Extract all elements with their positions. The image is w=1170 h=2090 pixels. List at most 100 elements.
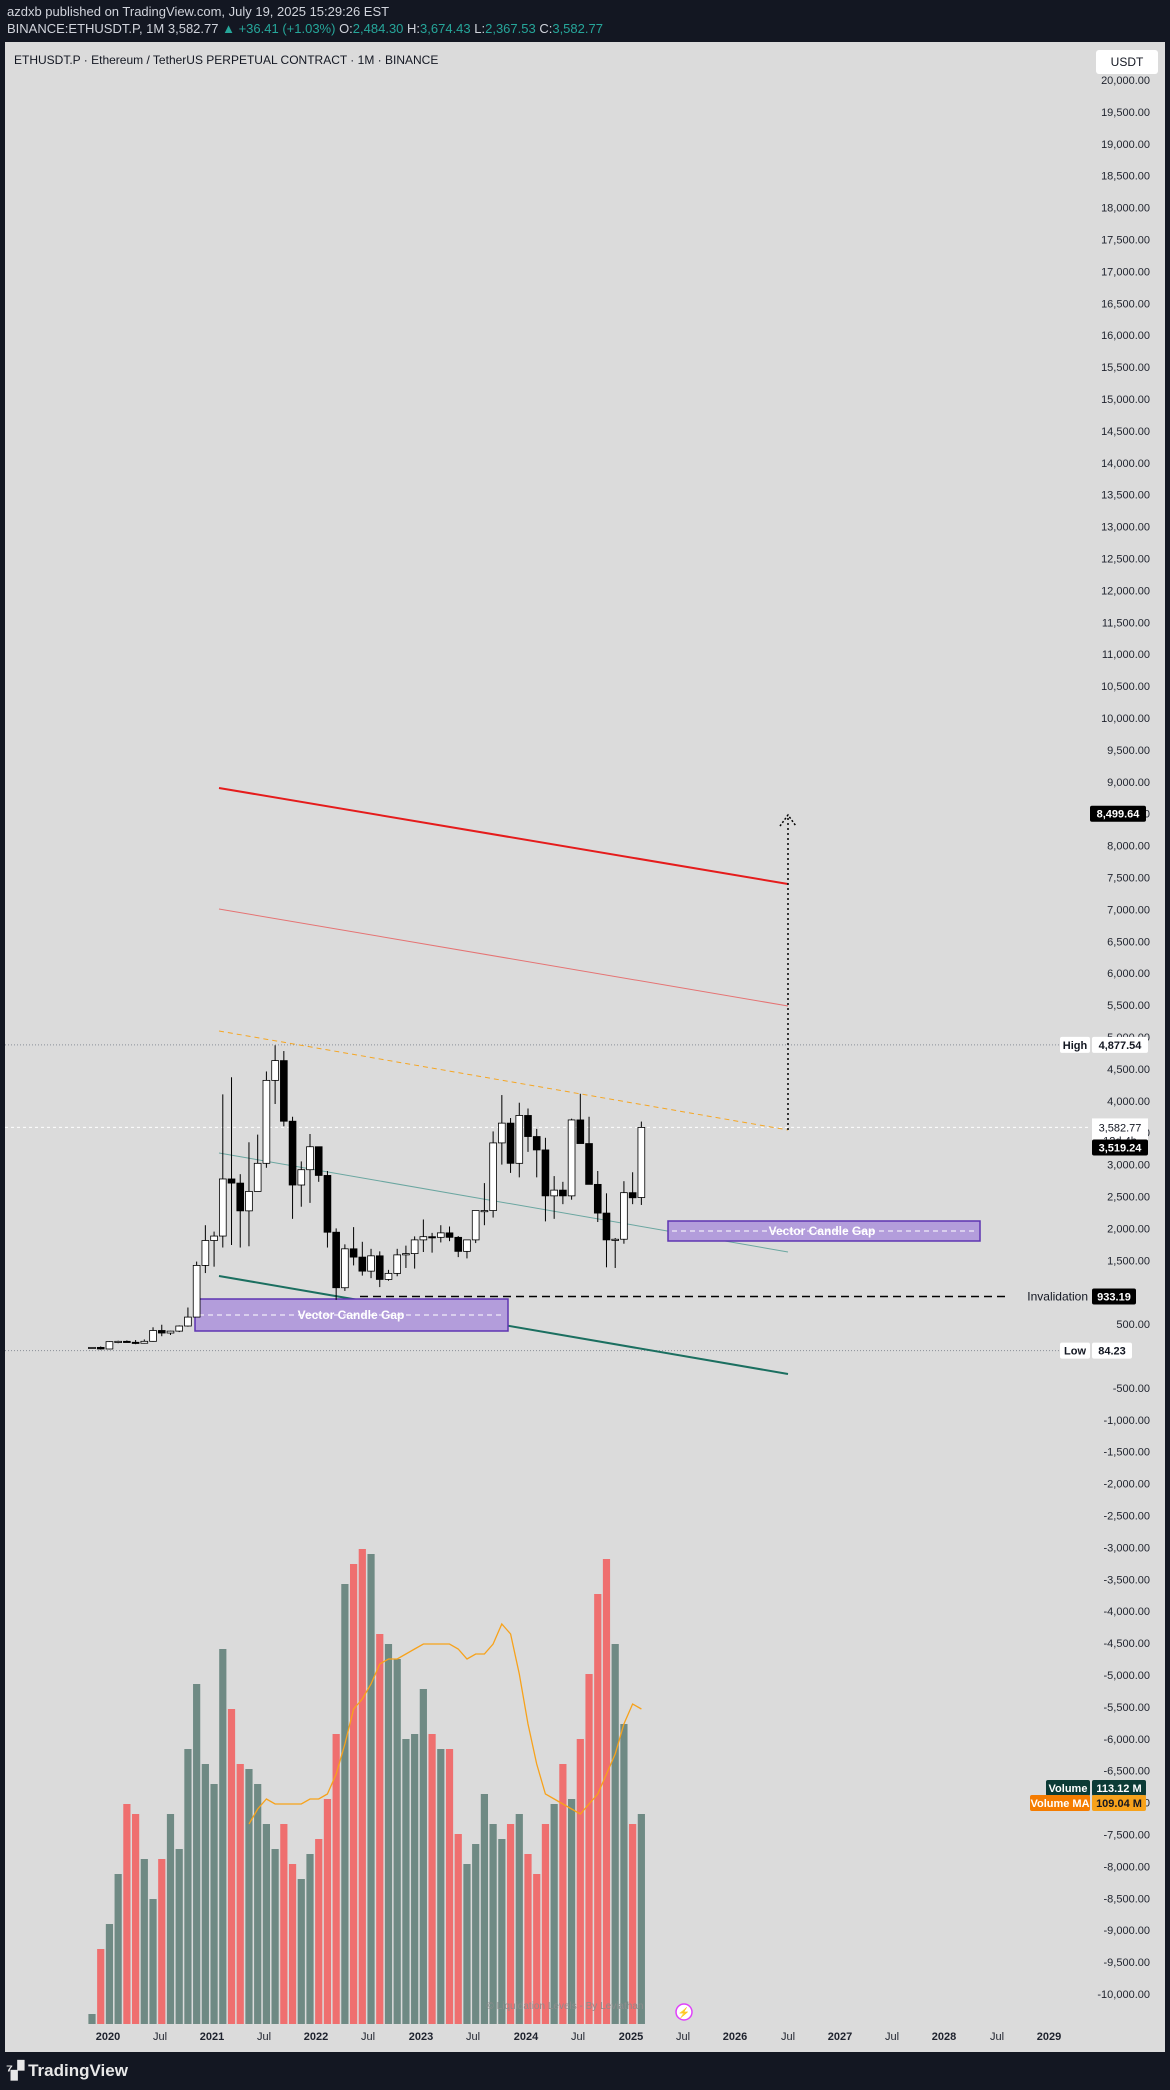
volume-legend-value: 113.12 M (1096, 1783, 1141, 1795)
y-tick-label: 2,000.00 (1107, 1223, 1150, 1235)
volume-bar (227, 1709, 236, 2024)
projection-arrow-head (779, 813, 797, 827)
y-tick-label: 10,500.00 (1101, 681, 1150, 693)
y-tick-label: 2,500.00 (1107, 1192, 1150, 1204)
y-tick-label: -2,000.00 (1104, 1479, 1150, 1491)
y-tick-label: 17,500.00 (1101, 235, 1150, 247)
volume-bar (306, 1854, 314, 2024)
y-tick-label: 4,500.00 (1107, 1064, 1150, 1076)
low-tag-label-bg (1060, 1342, 1090, 1359)
volume-bar (445, 1749, 454, 2024)
candle-body (201, 1240, 210, 1266)
volume-bar (576, 1739, 584, 2024)
low-value: 2,367.53 (485, 21, 536, 36)
y-tick-label: 7,000.00 (1107, 904, 1150, 916)
volume-bar (515, 1814, 523, 2024)
volume-ma-legend-label-bg (1030, 1795, 1090, 1811)
candle-body (306, 1146, 314, 1171)
x-tick-label: Jul (781, 2031, 795, 2043)
candle-body (402, 1253, 410, 1256)
price-change: ▲ +36.41 (+1.03%) (222, 21, 336, 36)
candle-body (454, 1236, 463, 1252)
volume-bar (384, 1644, 393, 2024)
volume-bar (498, 1839, 506, 2024)
invalidation-price-label: 933.19 (1097, 1291, 1131, 1303)
publish-line: azdxb published on TradingView.com, July… (7, 4, 390, 19)
candle-body (611, 1238, 619, 1241)
candle-body (524, 1115, 532, 1137)
high-tag-label: High (1063, 1040, 1088, 1052)
volume-bar (132, 1814, 140, 2024)
y-tick-label: 14,500.00 (1101, 426, 1150, 438)
candle-body (114, 1340, 122, 1343)
volume-bar (550, 1804, 558, 2024)
x-tick-label: Jul (257, 2031, 271, 2043)
currency-button[interactable]: USDT (1096, 50, 1158, 74)
candle-body (602, 1212, 611, 1241)
volume-bar (350, 1564, 358, 2024)
volume-bar (463, 1864, 471, 2024)
ma-price-label-bg (1092, 1139, 1148, 1156)
candle-body (419, 1236, 428, 1241)
last-price-label: 3,582.77 (1099, 1122, 1142, 1134)
gap-label-upper: Vector Candle Gap (769, 1224, 876, 1238)
volume-bar (489, 1824, 497, 2024)
y-tick-label: -4,000.00 (1104, 1606, 1150, 1618)
candle-body (393, 1254, 401, 1274)
vector-candle-gap-upper (667, 1220, 981, 1242)
volume-bar (620, 1724, 628, 2024)
y-tick-label: -3,000.00 (1104, 1542, 1150, 1554)
candle-body (175, 1325, 184, 1332)
y-tick-label: -6,500.00 (1104, 1766, 1150, 1778)
x-tick-label: 2027 (828, 2031, 852, 2043)
x-tick-label: 2021 (200, 2031, 224, 2043)
ma-price-label: 3,519.24 (1099, 1142, 1143, 1154)
volume-bar (594, 1594, 602, 2024)
volume-bar (419, 1689, 427, 2024)
volume-bar (315, 1839, 323, 2024)
volume-bar (602, 1559, 611, 2024)
ohlc-line: BINANCE:ETHUSDT.P, 1M 3,582.77 ▲ +36.41 … (7, 20, 1163, 37)
x-tick-label: Jul (990, 2031, 1004, 2043)
volume-bar (541, 1824, 550, 2024)
volume-bar (280, 1824, 288, 2024)
low-tag-label: Low (1064, 1346, 1086, 1358)
y-tick-label: -500.00 (1113, 1383, 1150, 1395)
candle-body (131, 1341, 140, 1344)
volume-bar (210, 1784, 218, 2024)
x-tick-label: Jul (571, 2031, 585, 2043)
y-tick-label: 12,000.00 (1101, 585, 1150, 597)
invalidation-price-label-bg (1092, 1288, 1136, 1305)
volume-bar (611, 1644, 619, 2024)
volume-bar (193, 1684, 201, 2024)
y-tick-label: -9,000.00 (1104, 1925, 1150, 1937)
candle-body (367, 1255, 375, 1272)
candle-body (332, 1231, 340, 1289)
high-value: 3,674.43 (420, 21, 471, 36)
candle-body (550, 1189, 558, 1197)
candle-body (262, 1079, 271, 1164)
volume-bar (533, 1874, 541, 2024)
y-tick-label: 5,500.00 (1107, 1000, 1150, 1012)
volume-ma-legend-value: 109.04 M (1096, 1798, 1142, 1810)
candle-body (297, 1169, 306, 1186)
candle-body (245, 1190, 253, 1212)
volume-bar (411, 1734, 419, 2024)
x-tick-label: 2022 (304, 2031, 328, 2043)
y-tick-label: 9,500.00 (1107, 745, 1150, 757)
volume-ma-legend-label: Volume MA (1030, 1798, 1089, 1810)
candle-body (271, 1060, 279, 1081)
y-tick-label: -6,000.00 (1104, 1734, 1150, 1746)
y-tick-label: -4,500.00 (1104, 1638, 1150, 1650)
candle-body (253, 1162, 262, 1192)
x-tick-label: 2023 (409, 2031, 433, 2043)
volume-bar (262, 1824, 270, 2024)
y-tick-label: -3,500.00 (1104, 1574, 1150, 1586)
y-tick-label: -10,000.00 (1097, 1989, 1150, 2001)
volume-bar (559, 1764, 567, 2024)
open-value: 2,484.30 (352, 21, 404, 36)
tradingview-icon: ⁷▞ (6, 2061, 24, 2080)
y-tick-label: 12,500.00 (1101, 554, 1150, 566)
ticker: BINANCE:ETHUSDT.P, 1M (7, 21, 165, 36)
